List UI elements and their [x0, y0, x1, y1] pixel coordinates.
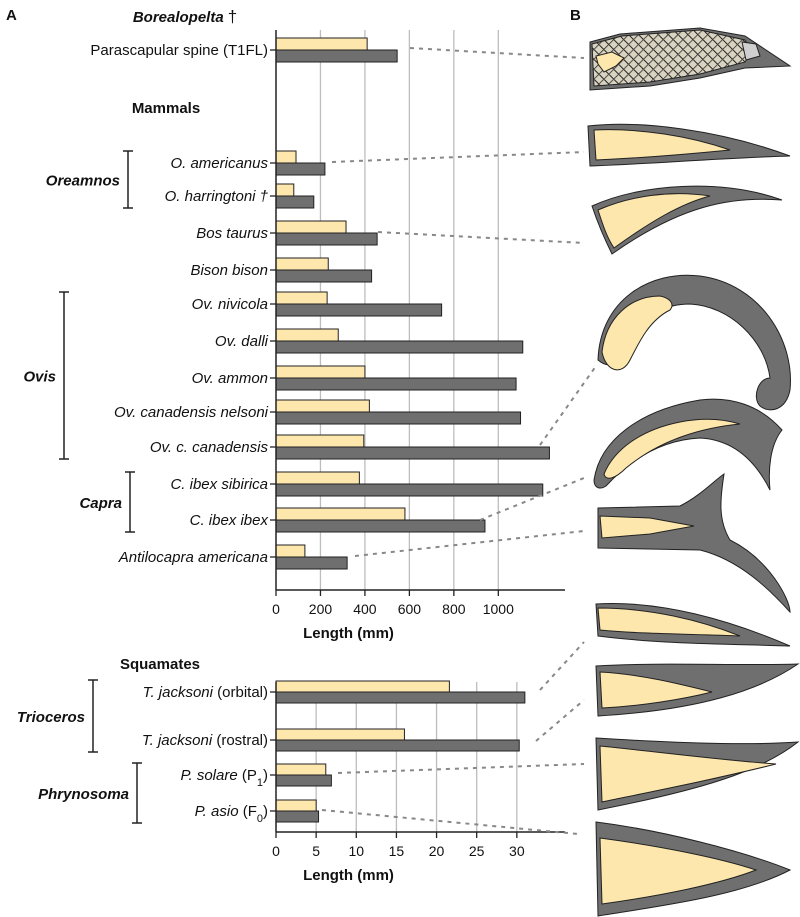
bar-core	[275, 257, 329, 271]
bar-sheath	[275, 519, 486, 533]
group-label: Oreamnos	[46, 173, 120, 190]
bar-sheath	[275, 49, 398, 63]
bar-core	[275, 544, 306, 558]
ovis-curl-section	[597, 274, 791, 411]
bar-core	[275, 365, 366, 379]
section-title-mammals: Mammals	[132, 100, 200, 117]
category-label: T. jacksoni (orbital)	[143, 684, 268, 701]
bar-sheath	[275, 691, 526, 704]
bar-core	[275, 507, 406, 521]
mammal-bar-chart: Parascapular spine (T1FL) O. americanus O.…	[23, 30, 565, 642]
trioceros-rostral-section	[595, 663, 800, 717]
bar-sheath	[275, 195, 315, 209]
bar-sheath	[275, 810, 320, 823]
x-tick-label: 0	[272, 843, 280, 859]
bar-core	[275, 37, 368, 51]
bar-core	[275, 220, 347, 234]
bar-core	[275, 183, 295, 197]
x-tick-label: 20	[429, 843, 445, 859]
bar-core	[275, 728, 405, 741]
category-label: C. ibex ibex	[190, 512, 269, 529]
category-label: T. jacksoni (rostral)	[142, 732, 268, 749]
cross-section-panel	[587, 27, 800, 917]
ovis-canadensis-section	[593, 398, 783, 491]
oreamnos-americanus-section	[587, 123, 791, 167]
group-label: Trioceros	[17, 709, 85, 726]
bar-sheath	[275, 411, 522, 425]
category-label: Ov. nivicola	[192, 296, 268, 313]
bar-sheath	[275, 340, 524, 354]
capra-ibex-section	[597, 472, 791, 614]
bar-core	[275, 291, 328, 305]
bar-core	[275, 434, 365, 448]
category-label: O. americanus	[170, 155, 268, 172]
borealopelta-spine-section	[589, 27, 792, 91]
connector-lines	[321, 47, 597, 835]
x-tick-label: 30	[509, 843, 525, 859]
x-tick-label: 600	[398, 601, 422, 617]
phrynosoma-solare-section	[595, 737, 800, 811]
panel-label-a: A	[6, 7, 17, 24]
bar-sheath	[275, 739, 520, 752]
bar-core	[275, 763, 327, 776]
category-label: C. ibex sibirica	[170, 476, 268, 493]
x-axis-label: Length (mm)	[303, 867, 394, 884]
category-label: Ov. canadensis nelsoni	[114, 404, 269, 421]
bar-sheath	[275, 303, 443, 317]
bar-sheath	[275, 162, 326, 176]
bar-sheath	[275, 446, 550, 460]
bar-sheath	[275, 774, 332, 787]
x-tick-label: 0	[272, 601, 280, 617]
category-label: O. harringtoni †	[165, 188, 269, 205]
bar-core	[275, 799, 317, 812]
x-tick-label: 800	[442, 601, 466, 617]
category-label: Bison bison	[190, 262, 268, 279]
bar-core	[275, 680, 450, 693]
x-tick-label: 200	[309, 601, 333, 617]
section-title-squamates: Squamates	[120, 656, 200, 673]
category-label: Ov. dalli	[215, 333, 269, 350]
x-tick-label: 400	[353, 601, 377, 617]
bar-sheath	[275, 232, 378, 246]
bar-core	[275, 328, 339, 342]
category-label: P. asio (F0)	[195, 803, 268, 825]
group-label: Ovis	[23, 369, 56, 386]
bar-sheath	[275, 377, 517, 391]
x-tick-label: 10	[348, 843, 364, 859]
trioceros-orbital-section	[595, 603, 791, 647]
category-label: Ov. c. canadensis	[150, 439, 269, 456]
bar-core	[275, 150, 297, 164]
bar-sheath	[275, 483, 544, 497]
panel-label-b: B	[570, 7, 581, 24]
category-label: Parascapular spine (T1FL)	[90, 42, 268, 59]
bar-sheath	[275, 269, 373, 283]
category-label: Ov. ammon	[192, 370, 268, 387]
x-axis-label: Length (mm)	[303, 625, 394, 642]
squamate-bar-chart: T. jacksoni (orbital) T. jacksoni (rostra…	[17, 679, 565, 884]
section-title-borealopelta: Borealopelta †	[133, 7, 237, 26]
category-label: Antilocapra americana	[118, 549, 268, 566]
bar-core	[275, 399, 370, 413]
group-label: Phrynosoma	[38, 786, 129, 803]
category-label: Bos taurus	[196, 225, 268, 242]
category-label: P. solare (P1)	[180, 767, 268, 789]
bar-core	[275, 471, 360, 485]
bar-sheath	[275, 556, 348, 570]
oreamnos-harringtoni-section	[591, 185, 783, 255]
group-label: Capra	[79, 495, 122, 512]
phrynosoma-asio-section	[595, 821, 792, 917]
x-tick-label: 5	[312, 843, 320, 859]
x-tick-label: 15	[389, 843, 405, 859]
x-tick-label: 1000	[483, 601, 514, 617]
x-tick-label: 25	[469, 843, 485, 859]
